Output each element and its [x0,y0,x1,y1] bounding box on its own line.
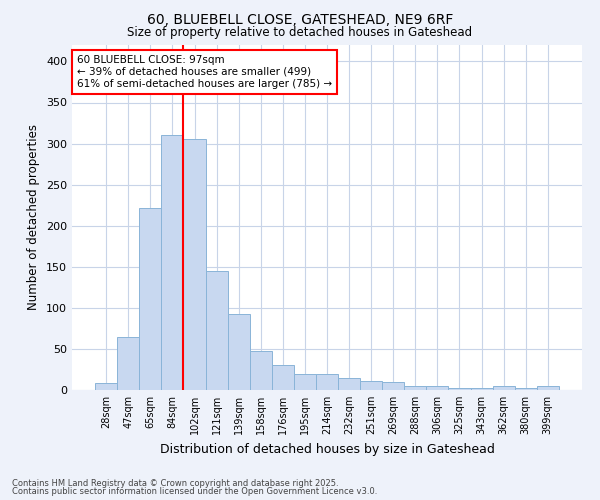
X-axis label: Distribution of detached houses by size in Gateshead: Distribution of detached houses by size … [160,442,494,456]
Bar [250,350,272,390]
Bar [139,208,161,390]
Bar [184,140,206,390]
Bar [95,384,117,390]
Bar [515,388,537,390]
Bar [537,386,559,390]
Bar [272,366,294,390]
Text: Size of property relative to detached houses in Gateshead: Size of property relative to detached ho… [127,26,473,39]
Bar [382,382,404,390]
Bar [493,386,515,390]
Bar [117,336,139,390]
Bar [338,378,360,390]
Text: 60, BLUEBELL CLOSE, GATESHEAD, NE9 6RF: 60, BLUEBELL CLOSE, GATESHEAD, NE9 6RF [147,12,453,26]
Y-axis label: Number of detached properties: Number of detached properties [28,124,40,310]
Bar [206,271,227,390]
Bar [470,388,493,390]
Bar [227,314,250,390]
Bar [161,134,184,390]
Bar [448,388,470,390]
Bar [427,386,448,390]
Text: Contains public sector information licensed under the Open Government Licence v3: Contains public sector information licen… [12,487,377,496]
Bar [360,381,382,390]
Text: 60 BLUEBELL CLOSE: 97sqm
← 39% of detached houses are smaller (499)
61% of semi-: 60 BLUEBELL CLOSE: 97sqm ← 39% of detach… [77,56,332,88]
Bar [294,374,316,390]
Bar [316,374,338,390]
Text: Contains HM Land Registry data © Crown copyright and database right 2025.: Contains HM Land Registry data © Crown c… [12,478,338,488]
Bar [404,386,427,390]
